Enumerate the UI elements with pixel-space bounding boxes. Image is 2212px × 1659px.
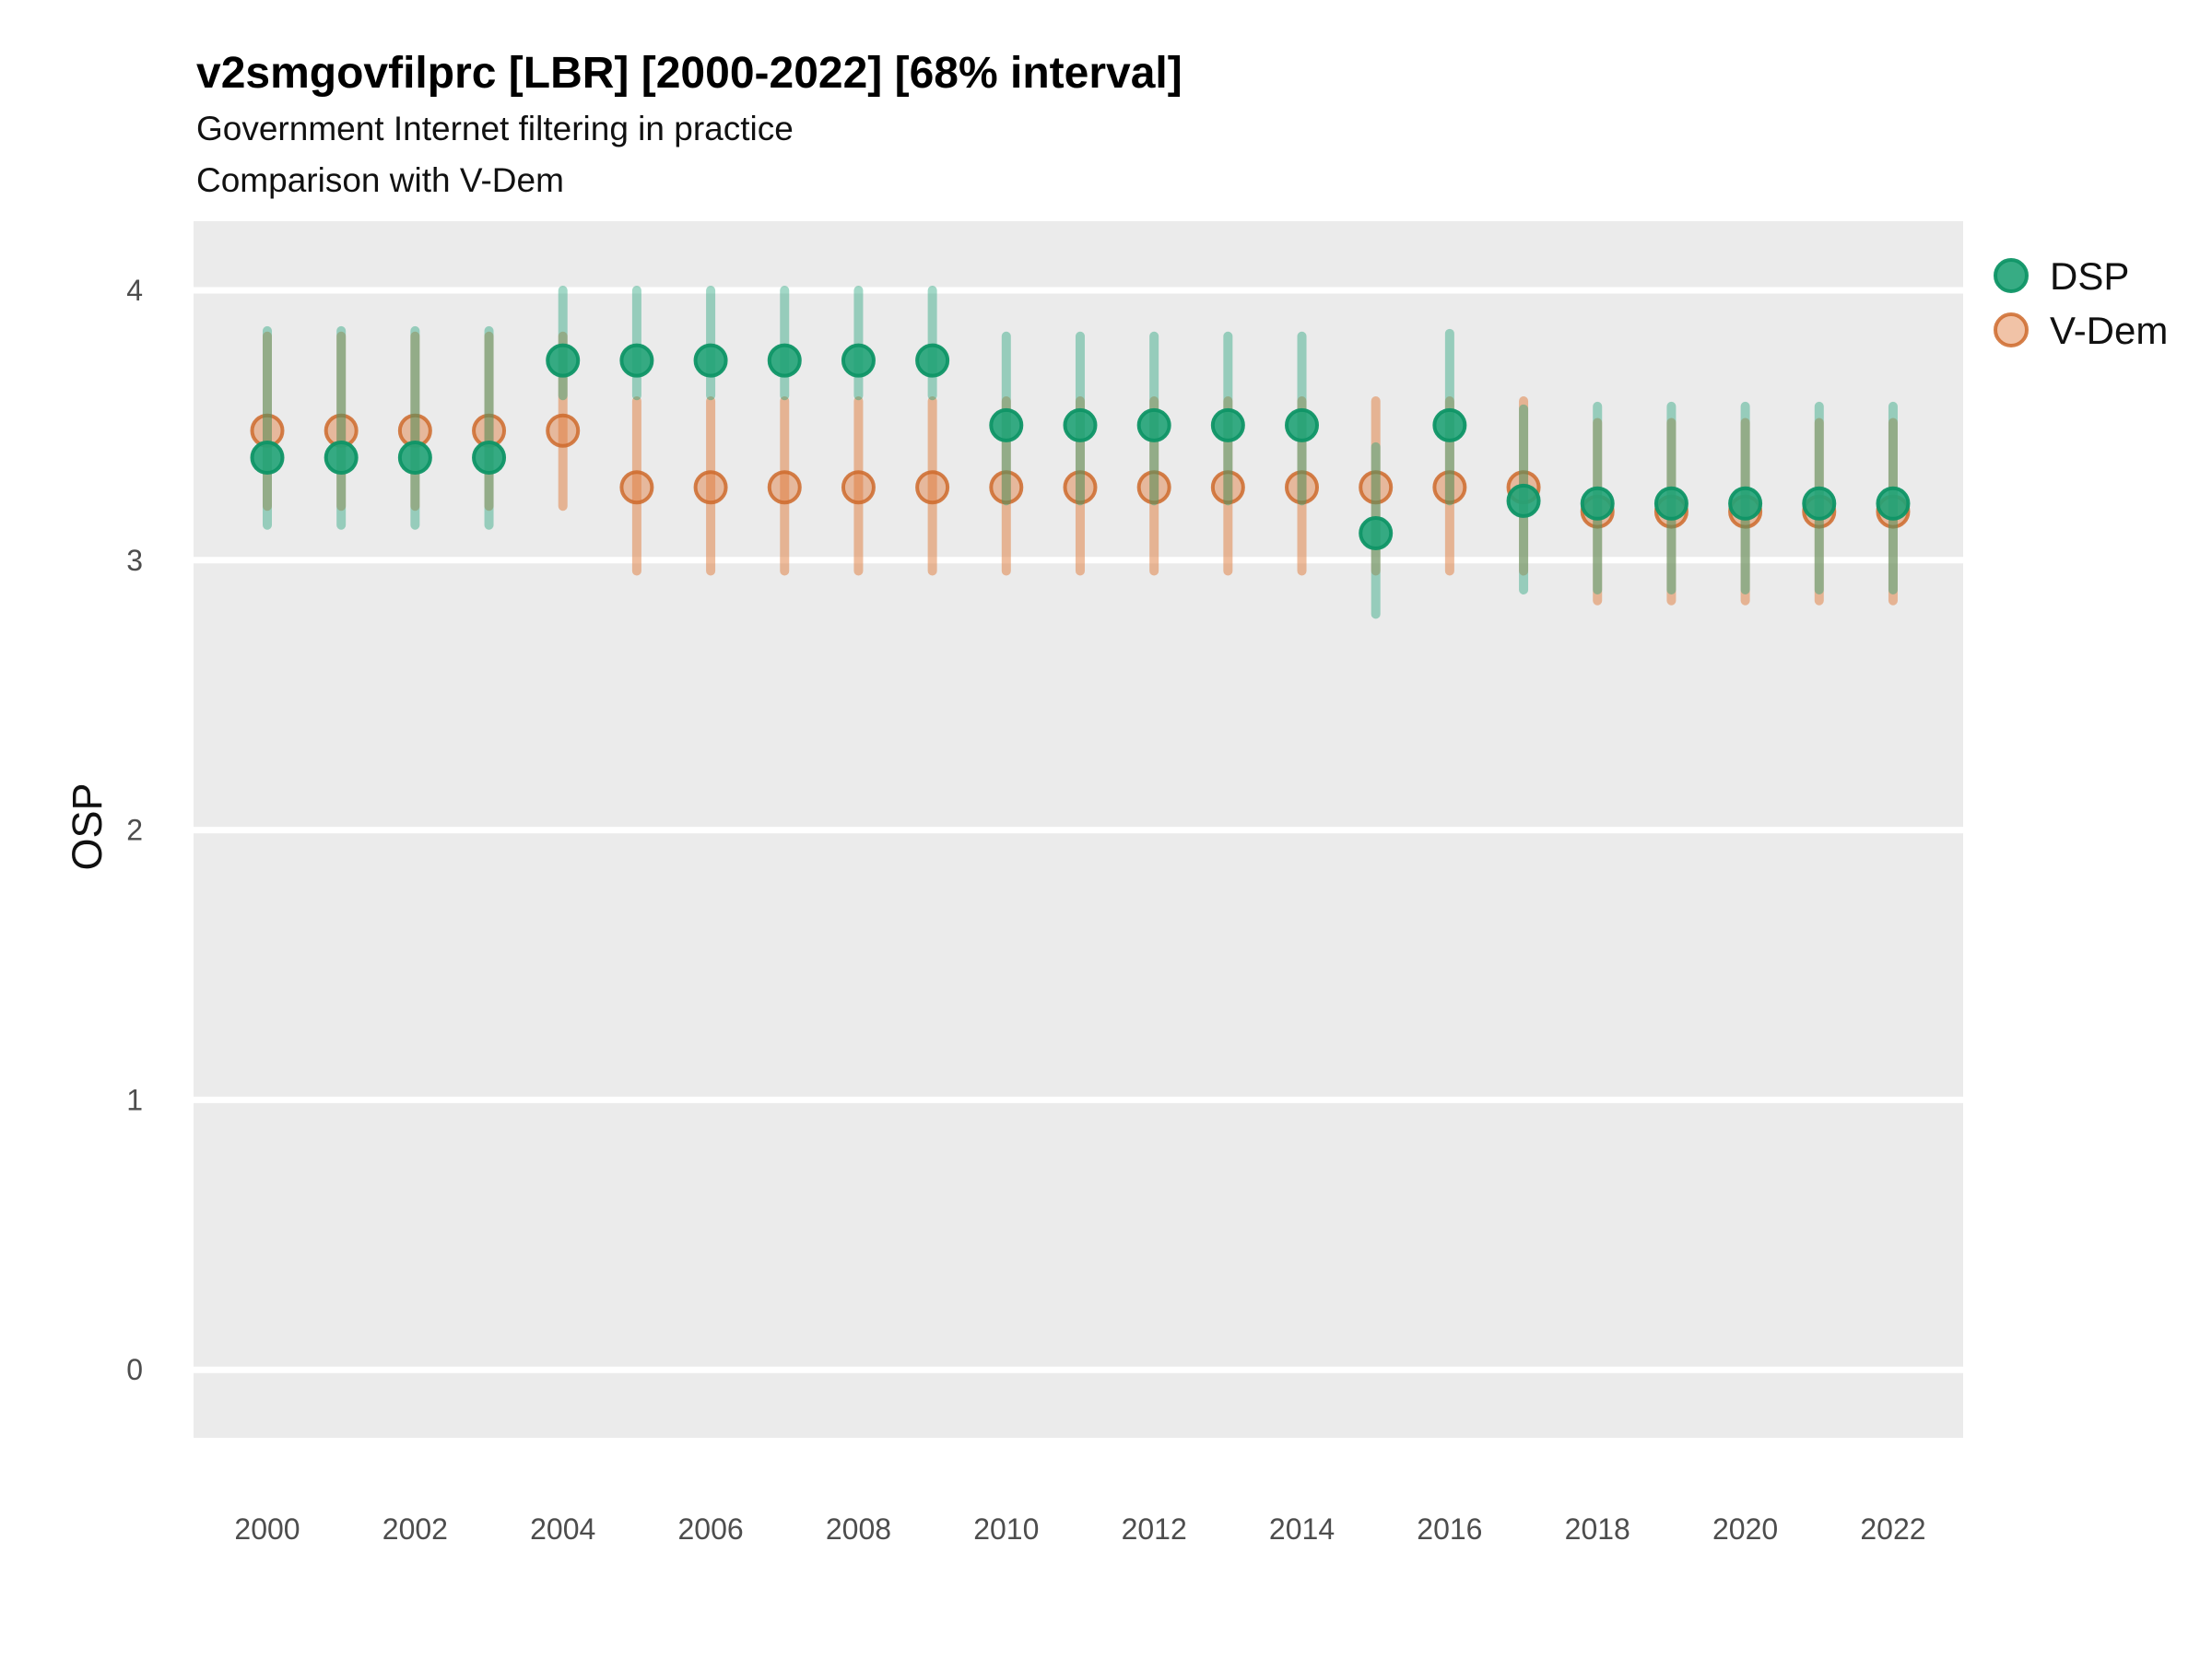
y-tick-label-3: 3 (126, 544, 143, 577)
dsp-point-2013 (1210, 407, 1245, 442)
dsp-point-2017 (1506, 483, 1541, 518)
vdem-point-2014 (1285, 470, 1320, 505)
dsp-point-2019 (1653, 486, 1688, 521)
vdem-point-2004 (546, 413, 581, 448)
x-tick-label-2016: 2016 (1417, 1512, 1482, 1546)
vdem-point-2006 (693, 470, 728, 505)
y-tick-label-1: 1 (126, 1083, 143, 1116)
vdem-point-2015 (1359, 470, 1394, 505)
dsp-point-2001 (324, 441, 359, 476)
x-tick-label-2004: 2004 (530, 1512, 595, 1546)
x-tick-label-2000: 2000 (234, 1512, 300, 1546)
dsp-point-2008 (841, 343, 876, 378)
y-tick-label-2: 2 (126, 814, 143, 847)
y-axis-title: OSP (64, 782, 111, 870)
dsp-point-2016 (1432, 407, 1467, 442)
x-tick-label-2002: 2002 (382, 1512, 448, 1546)
legend-dsp-label: DSP (2050, 254, 2129, 298)
x-tick-label-2020: 2020 (1712, 1512, 1778, 1546)
x-tick-label-2010: 2010 (973, 1512, 1039, 1546)
vdem-point-2010 (989, 470, 1024, 505)
legend-dsp-swatch-ring-icon (1994, 258, 2029, 293)
x-tick-label-2006: 2006 (677, 1512, 743, 1546)
x-tick-label-2008: 2008 (826, 1512, 891, 1546)
vdem-point-2016 (1432, 470, 1467, 505)
legend-dsp-swatch-icon (1995, 260, 2027, 291)
dsp-point-2015 (1359, 516, 1394, 551)
y-tick-label-0: 0 (126, 1353, 143, 1386)
dsp-point-2021 (1802, 486, 1837, 521)
chart-title: v2smgovfilprc [LBR] [2000-2022] [68% int… (196, 49, 1182, 98)
dsp-point-2012 (1136, 407, 1171, 442)
dsp-point-2009 (915, 343, 950, 378)
vdem-point-2008 (841, 470, 876, 505)
dsp-point-2005 (619, 343, 654, 378)
dsp-point-2022 (1876, 486, 1911, 521)
vdem-point-2007 (767, 470, 802, 505)
vdem-point-2011 (1063, 470, 1098, 505)
chart-subtitle-line1: Government Internet filtering in practic… (196, 110, 794, 147)
vdem-point-2005 (619, 470, 654, 505)
x-tick-label-2012: 2012 (1122, 1512, 1187, 1546)
dsp-point-2006 (693, 343, 728, 378)
dsp-point-2000 (250, 441, 285, 476)
dsp-point-2014 (1285, 407, 1320, 442)
vdem-point-2009 (915, 470, 950, 505)
dsp-point-2018 (1580, 486, 1615, 521)
vdem-point-2012 (1136, 470, 1171, 505)
x-tick-label-2014: 2014 (1269, 1512, 1335, 1546)
legend-vdem-swatch-ring-icon (1994, 312, 2029, 347)
dsp-point-2020 (1728, 486, 1763, 521)
dsp-point-2002 (397, 441, 432, 476)
legend: DSP V-Dem (1994, 254, 2168, 352)
series-dsp (250, 286, 1911, 619)
dsp-point-2011 (1063, 407, 1098, 442)
y-tick-label-4: 4 (126, 274, 143, 307)
dsp-point-2003 (472, 441, 507, 476)
vdem-point-2013 (1210, 470, 1245, 505)
chart-subtitle-line2: Comparison with V-Dem (196, 161, 564, 199)
legend-vdem-swatch-icon (1995, 314, 2027, 346)
x-tick-label-2018: 2018 (1565, 1512, 1630, 1546)
dsp-point-2007 (767, 343, 802, 378)
dsp-point-2004 (546, 343, 581, 378)
x-tick-label-2022: 2022 (1860, 1512, 1925, 1546)
dsp-point-2010 (989, 407, 1024, 442)
plot-area: 2000 2002 2004 2006 2008 2010 2012 2014 2016 2018… (126, 221, 1963, 1546)
legend-vdem-label: V-Dem (2050, 309, 2168, 352)
